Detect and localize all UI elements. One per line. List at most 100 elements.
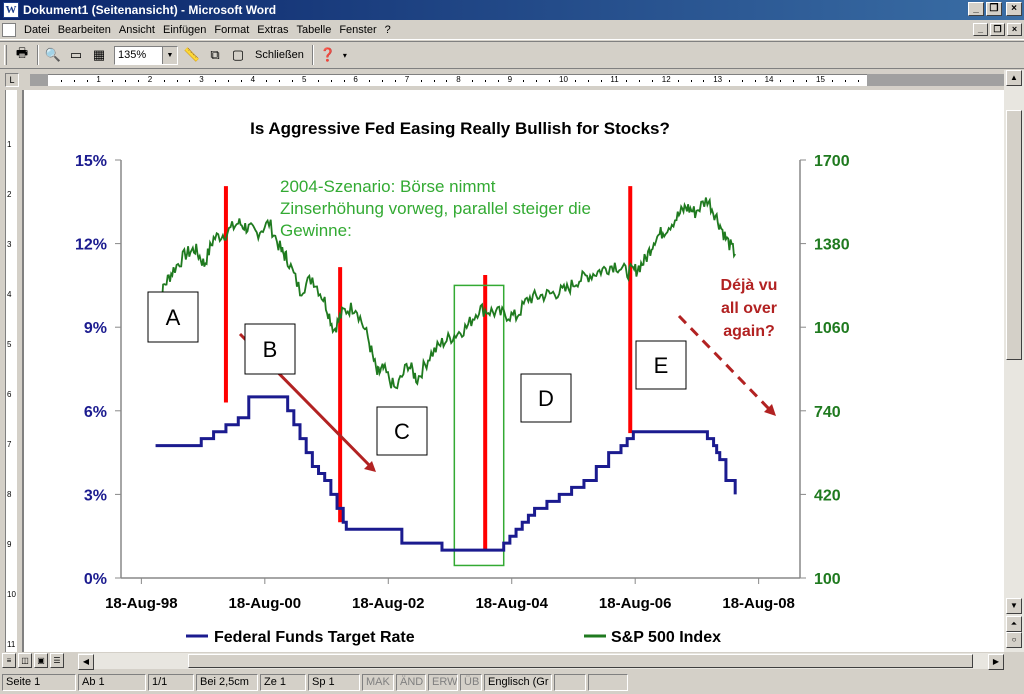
menu-bar: Datei Bearbeiten Ansicht Einfügen Format… <box>0 20 1024 40</box>
status-language[interactable]: Englisch (Gr <box>484 674 552 691</box>
menu-extras[interactable]: Extras <box>257 23 289 36</box>
horizontal-scroll-thumb[interactable] <box>188 654 973 668</box>
menu-tabelle[interactable]: Tabelle <box>296 23 332 36</box>
ruler-tick <box>472 80 474 82</box>
menu-format[interactable]: Format <box>214 23 250 36</box>
ruler-tick <box>754 80 756 82</box>
minimize-button[interactable]: _ <box>968 2 984 16</box>
ruler-tick <box>677 80 679 82</box>
status-macro[interactable]: MAK <box>362 674 394 691</box>
ruler-tick <box>137 80 139 82</box>
vertical-ruler-number: 2 <box>7 190 12 199</box>
left-axis-label: 9% <box>84 320 107 337</box>
menu-bearbeiten[interactable]: Bearbeiten <box>57 23 111 36</box>
view-ruler-icon[interactable]: 📏 <box>183 47 201 62</box>
window-title: Dokument1 (Seitenansicht) - Microsoft Wo… <box>23 3 277 17</box>
ruler-tick <box>394 80 396 82</box>
multiple-pages-icon[interactable]: ▦ <box>92 47 106 62</box>
ruler-tick <box>484 80 486 82</box>
one-page-icon[interactable]: ▭ <box>69 47 83 62</box>
menu-datei[interactable]: Datei <box>24 23 50 36</box>
tab-stop-selector[interactable]: L <box>5 73 19 87</box>
scroll-right-button[interactable]: ▶ <box>988 654 1004 670</box>
sp500-line <box>154 197 736 390</box>
scroll-left-button[interactable]: ◀ <box>78 654 94 670</box>
status-line: Ze 1 <box>260 674 306 691</box>
close-preview-button[interactable]: Schließen <box>255 49 304 61</box>
doc-close-button[interactable]: × <box>1007 23 1022 36</box>
ruler-number: 12 <box>661 75 671 84</box>
ruler-tick <box>163 80 165 82</box>
shrink-to-fit-icon[interactable]: ⧉ <box>210 47 220 62</box>
horizontal-ruler[interactable]: L 1123456789101112131415161718 <box>0 70 1024 90</box>
full-screen-icon[interactable]: ▢ <box>231 47 245 62</box>
select-browse-object-button[interactable]: ○ <box>1006 632 1022 648</box>
right-axis-label: 1700 <box>814 153 850 170</box>
doc-minimize-button[interactable]: _ <box>973 23 988 36</box>
word-app-icon[interactable]: W <box>3 2 19 18</box>
status-track-changes[interactable]: ÄND <box>396 674 426 691</box>
ruler-right-margin <box>867 74 1004 86</box>
ruler-number: 14 <box>764 75 774 84</box>
ruler-number: 8 <box>456 75 461 84</box>
vertical-ruler-number: 6 <box>7 390 12 399</box>
right-axis-label: 740 <box>814 404 841 421</box>
ruler-tick <box>780 80 782 82</box>
phase-label-a: A <box>166 305 181 330</box>
phase-label-b: B <box>263 337 278 362</box>
print-layout-icon[interactable]: ▣ <box>34 653 48 668</box>
status-overtype[interactable]: ÜB <box>460 674 482 691</box>
chevron-down-icon[interactable]: ▼ <box>162 46 177 64</box>
ruler-number: 5 <box>302 75 307 84</box>
toolbar-grip[interactable] <box>4 45 7 65</box>
status-page-count: 1/1 <box>148 674 194 691</box>
vertical-scroll-thumb[interactable] <box>1006 110 1022 360</box>
status-position: Bei 2,5cm <box>196 674 258 691</box>
menu-help[interactable]: ? <box>384 23 391 36</box>
scenario-annotation: 2004-Szenario: Börse nimmt Zinserhöhung … <box>280 177 591 240</box>
ruler-number: 2 <box>147 75 153 84</box>
scroll-down-button[interactable]: ▼ <box>1006 598 1022 614</box>
ruler-tick <box>73 80 75 82</box>
context-help-icon[interactable]: ❓ <box>319 47 337 62</box>
previous-page-button[interactable]: ⏶ <box>1006 616 1022 632</box>
ruler-tick <box>806 80 808 82</box>
print-icon[interactable]: 🖶 <box>15 45 29 60</box>
chart: Is Aggressive Fed Easing Really Bullish … <box>75 119 850 646</box>
ruler-tick <box>446 80 448 82</box>
maximize-button[interactable]: ❐ <box>986 2 1002 16</box>
close-button[interactable]: × <box>1006 2 1022 16</box>
ruler-number: 7 <box>404 75 410 84</box>
status-extend[interactable]: ERW <box>428 674 458 691</box>
annotation-line-1: 2004-Szenario: Börse nimmt <box>280 177 496 196</box>
ruler-tick <box>317 80 319 82</box>
x-axis-label: 18-Aug-06 <box>599 595 672 612</box>
normal-view-icon[interactable]: ≡ <box>2 653 16 668</box>
page[interactable]: Is Aggressive Fed Easing Really Bullish … <box>24 90 1004 652</box>
ruler-tick <box>176 80 178 82</box>
menu-ansicht[interactable]: Ansicht <box>118 23 155 36</box>
outline-view-icon[interactable]: ☰ <box>50 653 64 668</box>
ruler-tick <box>536 80 538 82</box>
vertical-scrollbar[interactable]: ▲ ▼ ⏶ ○ <box>1004 70 1024 652</box>
ruler-number: 13 <box>713 75 723 84</box>
document-icon[interactable] <box>2 22 16 37</box>
vertical-ruler[interactable]: 1 2 3 4 5 6 7 8 9 10 11 <box>0 90 22 652</box>
scroll-up-button[interactable]: ▲ <box>1006 70 1022 86</box>
magnifier-icon[interactable]: 🔍 <box>44 47 62 62</box>
ruler-tick <box>330 80 332 82</box>
ruler-number: 3 <box>199 75 204 84</box>
ruler-strip: 1123456789101112131415161718 <box>30 74 1004 86</box>
right-axis-label: 100 <box>814 571 841 588</box>
left-axis-label: 6% <box>84 404 107 421</box>
ruler-tick <box>86 80 88 82</box>
toolbar-separator <box>311 45 314 65</box>
right-axis-label: 1380 <box>814 237 850 254</box>
menu-einfuegen[interactable]: Einfügen <box>162 23 207 36</box>
zoom-select[interactable]: 135% ▼ <box>114 45 178 65</box>
horizontal-scroll-track[interactable]: ◀ ▶ <box>78 653 1004 670</box>
web-layout-icon[interactable]: ◫ <box>18 653 32 668</box>
menu-fenster[interactable]: Fenster <box>339 23 377 36</box>
doc-restore-button[interactable]: ❐ <box>990 23 1005 36</box>
toolbar-options-icon[interactable]: ▾ <box>342 50 347 60</box>
